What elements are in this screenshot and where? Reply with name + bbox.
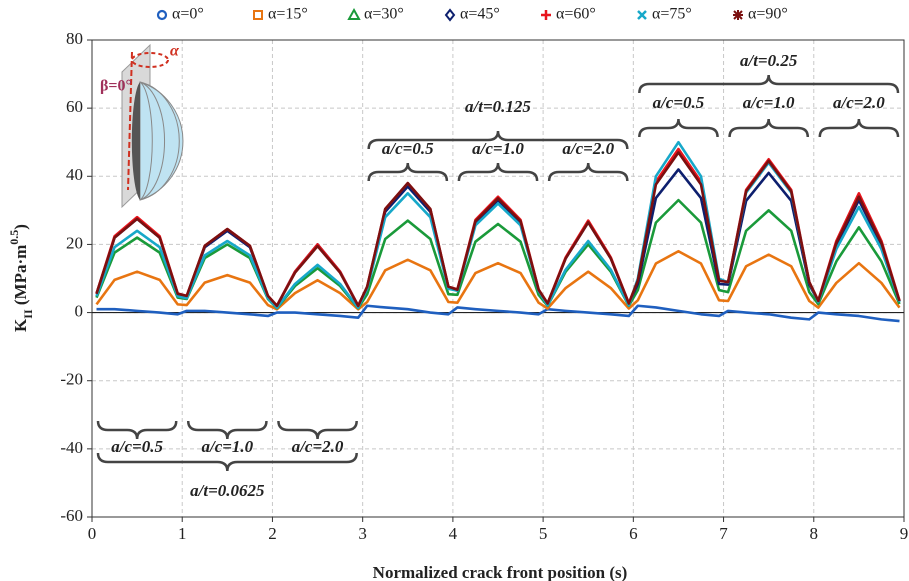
annotation: a/c=1.0 xyxy=(472,139,524,158)
brace xyxy=(457,162,539,182)
hemisphere xyxy=(139,81,184,201)
x-tick-label: 7 xyxy=(719,524,728,543)
legend-label: α=90° xyxy=(748,6,788,23)
inset-figure: β=0° α xyxy=(100,43,184,209)
brace xyxy=(638,118,719,138)
x-tick-label: 1 xyxy=(178,524,187,543)
series-line xyxy=(95,249,901,311)
annotation: a/c=2.0 xyxy=(833,93,885,112)
y-tick-label: 40 xyxy=(66,165,83,184)
legend-marker xyxy=(347,7,361,20)
annotation: a/t=0.0625 xyxy=(190,481,265,500)
x-axis-label: Normalized crack front position (s) xyxy=(373,563,628,581)
plot-layer: -60 -40 -20 0 20 40 60 80 0 1 2 3 4 5 6 7 8 9 xyxy=(60,29,908,543)
brace xyxy=(96,420,178,440)
legend-label: α=75° xyxy=(652,6,692,23)
rotation-arrow xyxy=(131,52,169,68)
y-tick-label: -40 xyxy=(60,438,83,457)
y-tick-label: -20 xyxy=(60,370,83,389)
brace xyxy=(96,452,358,472)
x-tick-label: 0 xyxy=(88,524,97,543)
beta-label: β=0° xyxy=(100,78,132,95)
annotation: a/c=1.0 xyxy=(201,437,253,456)
x-tick-label: 3 xyxy=(358,524,367,543)
brace xyxy=(186,420,268,440)
series-line xyxy=(95,198,901,310)
axis-line xyxy=(127,51,133,191)
meridians xyxy=(139,81,180,201)
brace xyxy=(277,420,358,440)
y-tick-label: 80 xyxy=(66,29,83,48)
annotation: a/c=0.5 xyxy=(653,93,705,112)
series-line xyxy=(96,304,900,323)
y-axis-label: KII (MPa·m0.5) xyxy=(7,224,35,332)
x-tick-label: 4 xyxy=(449,524,458,543)
legend-label: α=45° xyxy=(460,6,500,23)
legend-marker xyxy=(253,10,263,20)
brace xyxy=(818,118,900,138)
brace xyxy=(728,118,810,138)
annotation: a/t=0.125 xyxy=(465,97,531,116)
x-tick-label: 8 xyxy=(810,524,819,543)
legend-marker xyxy=(156,9,168,21)
series-line xyxy=(95,147,901,308)
y-label-part: II xyxy=(21,309,35,319)
x-tick-label: 2 xyxy=(268,524,277,543)
legend-label: α=15° xyxy=(268,6,308,23)
series-line xyxy=(95,151,901,308)
annotation: a/c=0.5 xyxy=(382,139,434,158)
y-tick-label: 60 xyxy=(66,97,83,116)
annotation: a/c=0.5 xyxy=(111,437,163,456)
legend-label: α=30° xyxy=(364,6,404,23)
legend-marker xyxy=(541,10,551,20)
x-tick-label: 9 xyxy=(900,524,909,543)
crack xyxy=(131,82,140,200)
annotation: a/c=2.0 xyxy=(562,139,614,158)
brace xyxy=(638,74,900,94)
y-tick-label: -60 xyxy=(60,506,83,525)
annotation: a/c=1.0 xyxy=(743,93,795,112)
brace xyxy=(547,162,629,182)
y-label-part: (MPa·m xyxy=(11,245,30,310)
plot-frame xyxy=(91,39,905,518)
y-label-part: K xyxy=(11,318,30,332)
legend-marker xyxy=(444,8,456,22)
legend-marker xyxy=(637,10,647,20)
x-tick-label: 6 xyxy=(629,524,638,543)
y-tick-label: 0 xyxy=(75,301,84,320)
y-tick-label: 20 xyxy=(66,233,83,252)
legend-marker xyxy=(733,10,743,20)
y-label-part: 0.5 xyxy=(7,230,21,245)
legend-label: α=60° xyxy=(556,6,596,23)
brace xyxy=(367,130,629,150)
legend-label: α=0° xyxy=(172,6,204,23)
brace xyxy=(367,162,449,182)
annotation: a/c=2.0 xyxy=(292,437,344,456)
x-tick-label: 5 xyxy=(539,524,548,543)
annotation: a/t=0.25 xyxy=(740,51,798,70)
y-label-part: ) xyxy=(11,224,30,230)
alpha-label: α xyxy=(170,43,180,60)
